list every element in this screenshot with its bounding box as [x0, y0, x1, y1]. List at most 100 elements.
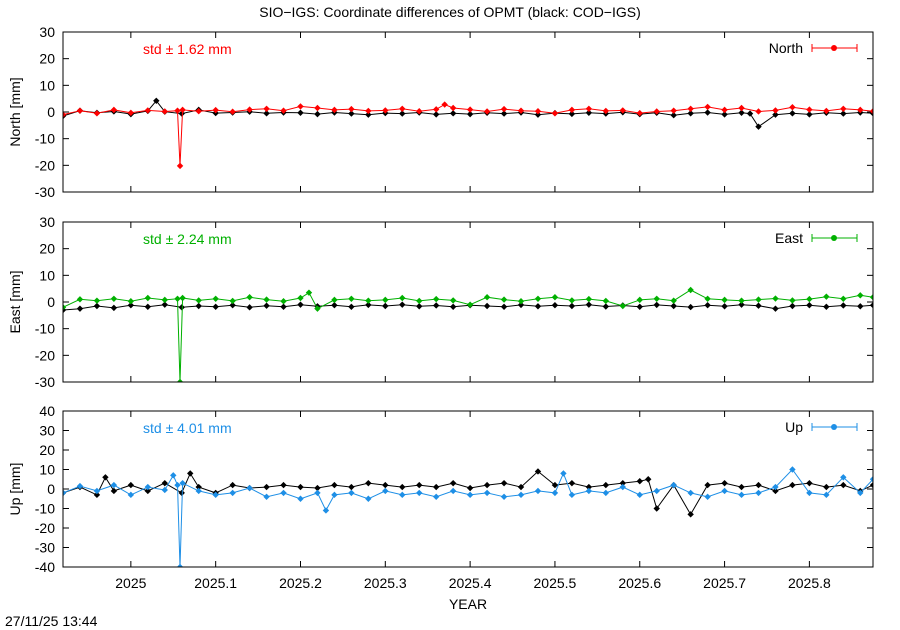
- east-series-point: [93, 297, 101, 304]
- reference-series-point: [229, 302, 236, 309]
- reference-series-point: [432, 111, 440, 118]
- reference-series-point: [534, 111, 542, 118]
- east-series-point: [399, 294, 406, 302]
- reference-series-point: [738, 301, 745, 308]
- legend: Up: [785, 419, 858, 435]
- north-series-point: [840, 105, 847, 112]
- y-tick-label: 30: [39, 214, 55, 230]
- y-tick-label: 20: [39, 241, 55, 257]
- reference-series-point: [127, 302, 135, 309]
- north-series-point: [161, 108, 168, 115]
- reference-series-point: [687, 303, 694, 311]
- north-series-point: [466, 106, 474, 113]
- north-series-point: [280, 107, 287, 114]
- reference-series-point: [636, 303, 643, 310]
- reference-series-point: [297, 483, 304, 491]
- up-series-point: [500, 493, 508, 500]
- up-series-point: [246, 484, 253, 492]
- reference-series-point: [500, 303, 508, 310]
- north-series-point: [382, 107, 389, 114]
- reference-series-point: [416, 303, 423, 310]
- reference-series-point: [704, 109, 711, 116]
- north-series-point: [551, 110, 559, 117]
- y-tick-label: -30: [35, 374, 55, 390]
- up-series-point: [619, 483, 626, 491]
- x-tick-label: 2025: [115, 575, 146, 591]
- north-series-point: [246, 106, 253, 113]
- east-series-point: [755, 296, 762, 303]
- reference-series-point: [297, 301, 304, 308]
- legend-marker: [831, 235, 837, 241]
- reference-series-point: [568, 302, 576, 310]
- reference-series-point: [645, 476, 652, 483]
- reference-series-point: [738, 109, 745, 116]
- x-tick-label: 2025.2: [279, 575, 322, 591]
- reference-series-point: [483, 481, 491, 489]
- x-tick-label: 2025.4: [449, 575, 492, 591]
- up-series-point: [869, 476, 873, 483]
- reference-series-point: [789, 110, 796, 117]
- reference-series-point: [806, 111, 813, 118]
- north-series-point: [517, 107, 525, 114]
- north-series-point: [721, 106, 728, 114]
- up-series-point: [144, 483, 152, 491]
- up-series-point: [263, 493, 270, 500]
- up-series-point: [382, 487, 389, 495]
- east-series-point: [176, 378, 184, 382]
- up-series-point: [534, 487, 542, 495]
- reference-series-point: [416, 481, 423, 489]
- east-series-point: [161, 296, 168, 304]
- reference-series-point: [187, 470, 194, 477]
- y-tick-label: 0: [47, 481, 55, 497]
- up-series-point: [170, 472, 177, 479]
- east-series-point: [653, 295, 660, 302]
- up-series-point: [670, 481, 677, 489]
- y-tick-label: 30: [39, 423, 55, 439]
- reference-series-point: [229, 481, 236, 489]
- up-series-point: [772, 483, 779, 491]
- north-series-point: [110, 106, 118, 114]
- reference-series-point: [789, 302, 796, 310]
- reference-series-point: [869, 481, 873, 489]
- timestamp: 27/11/25 13:44: [5, 613, 98, 629]
- north-series-point: [432, 106, 440, 113]
- reference-series-point: [365, 111, 372, 118]
- north-series-point: [738, 104, 745, 112]
- north-series-point: [534, 108, 542, 115]
- north-series-point: [63, 111, 67, 118]
- reference-series-point: [127, 481, 135, 489]
- up-series-point: [416, 489, 423, 497]
- reference-series-point: [755, 123, 762, 130]
- north-series-point: [500, 105, 508, 113]
- east-series-point: [466, 301, 474, 308]
- north-series-point: [176, 162, 184, 170]
- y-axis-label: North [mm]: [7, 77, 23, 146]
- reference-series-point: [178, 304, 185, 311]
- up-series-point: [127, 491, 135, 499]
- reference-series-point: [466, 110, 474, 118]
- east-series-point: [246, 294, 253, 301]
- std-annotation: std ± 2.24 mm: [143, 231, 232, 247]
- reference-series-point: [144, 303, 152, 310]
- east-series-point: [127, 298, 135, 305]
- reference-series-point: [840, 481, 847, 489]
- up-series-point: [297, 495, 304, 502]
- x-tick-label: 2025.1: [194, 575, 237, 591]
- up-series-point: [738, 491, 745, 499]
- north-series-line: [63, 103, 873, 166]
- reference-series-point: [161, 301, 168, 308]
- reference-series-point: [755, 481, 762, 489]
- north-series-point: [127, 109, 135, 116]
- reference-series-point: [348, 303, 355, 310]
- reference-series-point: [432, 302, 440, 309]
- north-series-point: [144, 107, 152, 114]
- reference-series-point: [670, 112, 677, 119]
- reference-series-point: [670, 302, 677, 310]
- y-tick-label: -20: [35, 520, 55, 536]
- up-series-point: [161, 486, 168, 494]
- reference-series-point: [721, 111, 728, 118]
- up-series-point: [76, 482, 84, 490]
- up-series-point: [314, 489, 321, 497]
- reference-series-point: [746, 110, 754, 117]
- north-series-point: [93, 110, 101, 117]
